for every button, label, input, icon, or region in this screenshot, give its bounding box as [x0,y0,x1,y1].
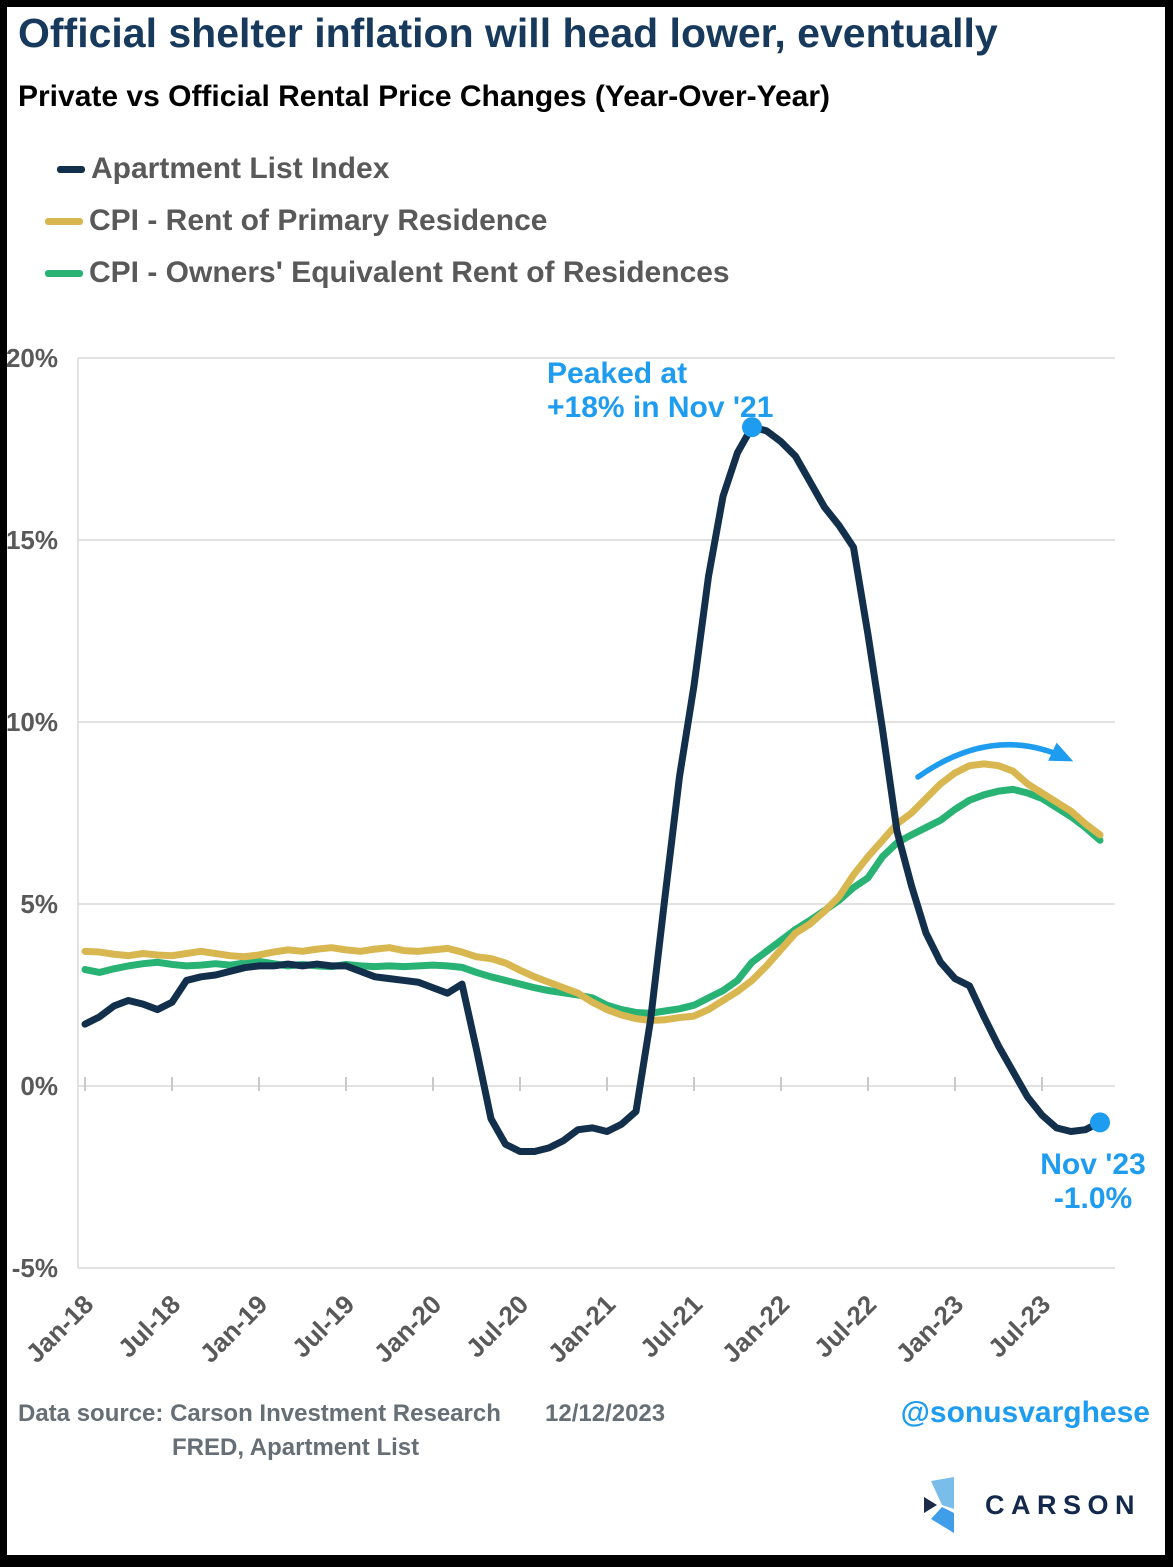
series-line-cpi_oer [81,785,1104,1017]
series-line-apartment_list [81,423,1104,1156]
legend-label: CPI - Rent of Primary Residence [89,204,548,237]
x-axis-tick-label: Jan-20 [368,1289,447,1368]
x-axis-tick-label: Jul-23 [982,1289,1056,1363]
legend-dash-icon [45,269,83,277]
data-source-line2: FRED, Apartment List [172,1434,420,1461]
carson-logo: CARSON [921,1475,1141,1535]
peak-marker-dot [742,417,762,438]
x-axis-tick-label: Jul-19 [286,1289,360,1363]
peak-annotation-line2: +18% in Nov '21 [547,391,774,424]
series-line-cpi_rent [81,760,1104,1024]
legend-item-apartment-list: Apartment List Index [45,143,730,195]
carson-logo-text: CARSON [985,1489,1142,1520]
end-annotation-line2: -1.0% [1053,1182,1133,1215]
x-axis-tick-label: Jan-21 [542,1289,621,1368]
x-axis-tick-label: Jul-20 [460,1289,534,1363]
legend-item-cpi-rent: CPI - Rent of Primary Residence [45,195,730,247]
data-source-value: Carson Investment Research [170,1400,501,1427]
end-annotation: Nov '23 -1.0% [1013,1148,1173,1216]
y-axis-tick-label: -5% [12,1253,58,1283]
page-title: Official shelter inflation will head low… [18,10,998,56]
x-axis-tick-label: Jul-22 [808,1289,882,1363]
y-axis-tick-label: 0% [20,1071,58,1101]
x-axis-tick-label: Jan-23 [890,1289,969,1368]
data-source-line1: Data source: Carson Investment Research [18,1400,501,1428]
x-axis-tick-label: Jul-18 [112,1289,186,1363]
y-axis-tick-label: 15% [6,525,58,555]
legend-dash-icon [57,165,85,173]
data-source-label: Data source: [18,1400,164,1427]
trend-arrow [915,741,1074,780]
chart-subtitle: Private vs Official Rental Price Changes… [18,80,831,113]
legend-label: CPI - Owners' Equivalent Rent of Residen… [89,256,730,289]
carson-logo-icon [924,1477,954,1533]
peak-annotation-line1: Peaked at [547,357,688,390]
twitter-handle[interactable]: @sonusvarghese [900,1396,1150,1429]
x-axis-tick-label: Jan-18 [20,1289,99,1368]
end-marker-dot [1090,1112,1110,1133]
report-date: 12/12/2023 [545,1400,666,1427]
legend-label: Apartment List Index [91,152,390,185]
chart-legend: Apartment List Index CPI - Rent of Prima… [45,143,730,299]
legend-item-cpi-oer: CPI - Owners' Equivalent Rent of Residen… [45,247,730,299]
x-axis-tick-label: Jul-21 [634,1289,708,1363]
x-axis-tick-label: Jan-19 [194,1289,273,1368]
y-axis-tick-label: 10% [6,707,58,737]
legend-dash-icon [45,217,83,225]
y-axis-tick-label: 5% [20,889,58,919]
end-annotation-line1: Nov '23 [1040,1148,1146,1181]
peak-annotation: Peaked at +18% in Nov '21 [547,357,773,425]
y-axis-tick-label: 20% [6,343,58,373]
x-axis-tick-label: Jan-22 [716,1289,795,1368]
